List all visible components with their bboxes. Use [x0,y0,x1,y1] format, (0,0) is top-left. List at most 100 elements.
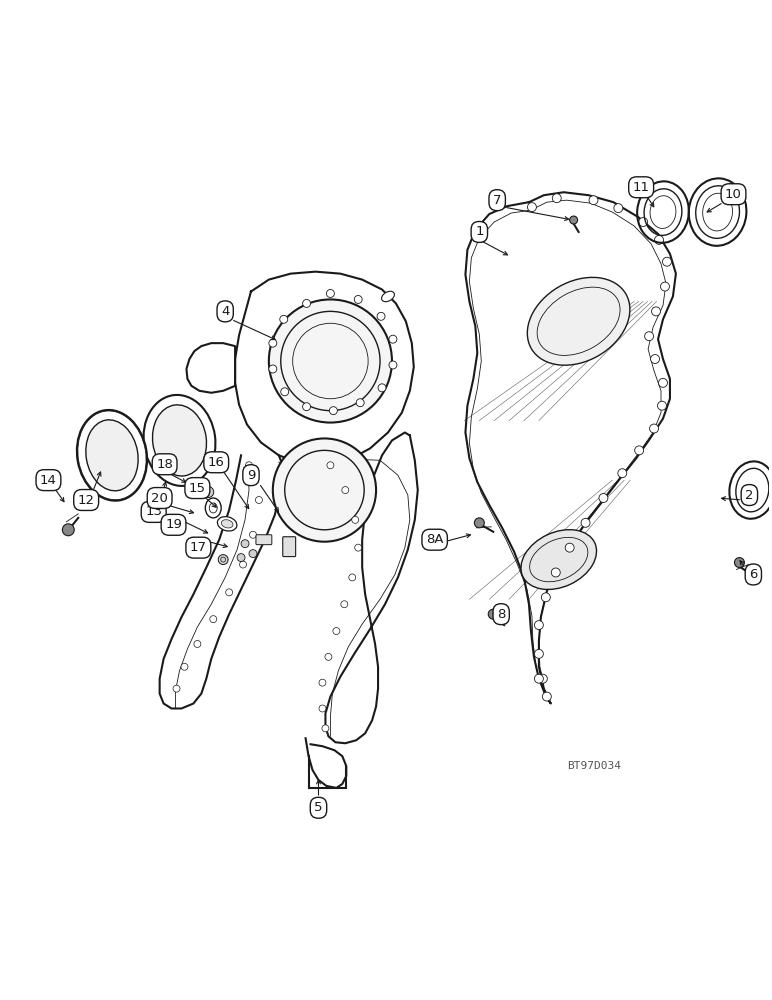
Circle shape [589,196,598,205]
Circle shape [543,692,551,701]
Circle shape [342,487,349,494]
Text: 4: 4 [221,305,229,318]
Text: 2: 2 [745,489,753,502]
Circle shape [534,649,543,658]
Circle shape [527,203,537,212]
Ellipse shape [153,405,206,476]
Circle shape [325,653,332,660]
Circle shape [599,494,608,502]
Circle shape [273,438,376,542]
Text: 16: 16 [208,456,225,469]
Circle shape [225,589,232,596]
Circle shape [659,378,668,387]
Circle shape [638,218,648,226]
Circle shape [322,725,329,732]
Circle shape [655,235,663,244]
Circle shape [488,609,498,619]
Polygon shape [326,432,418,743]
Ellipse shape [521,530,597,589]
Circle shape [327,290,334,297]
Text: 11: 11 [632,181,650,194]
Circle shape [340,601,347,608]
Circle shape [662,257,672,266]
Text: 6: 6 [749,568,757,581]
Circle shape [734,558,744,568]
Ellipse shape [144,395,215,486]
Circle shape [356,399,364,407]
Ellipse shape [218,517,237,531]
Circle shape [352,516,359,523]
Text: 15: 15 [189,482,206,495]
Text: 13: 13 [145,505,162,518]
Circle shape [534,674,543,683]
Circle shape [652,307,661,316]
Circle shape [319,705,326,712]
Polygon shape [466,192,676,704]
Circle shape [256,497,262,503]
Circle shape [327,462,334,469]
Ellipse shape [527,277,630,365]
Circle shape [194,640,201,647]
Circle shape [389,361,397,369]
Circle shape [581,518,590,527]
Circle shape [354,295,362,303]
Circle shape [534,621,543,630]
Text: 9: 9 [247,469,256,482]
Circle shape [661,282,669,291]
Circle shape [203,487,214,498]
Circle shape [269,365,277,373]
Circle shape [570,216,577,224]
Circle shape [333,628,340,635]
Circle shape [552,194,561,203]
Text: 10: 10 [725,188,742,201]
Circle shape [249,531,256,538]
Circle shape [218,555,229,565]
Circle shape [538,674,547,683]
Circle shape [551,568,560,577]
Polygon shape [160,455,283,708]
Circle shape [658,401,666,410]
Text: 7: 7 [493,194,502,207]
Circle shape [210,616,217,623]
Circle shape [249,550,257,558]
Text: 1: 1 [475,225,483,238]
Circle shape [645,332,654,341]
Text: 20: 20 [151,492,168,505]
Circle shape [281,388,289,396]
Circle shape [173,685,180,692]
Text: 12: 12 [78,493,95,506]
Circle shape [237,554,245,562]
Circle shape [614,204,623,213]
Circle shape [389,335,397,343]
Circle shape [269,339,277,347]
Text: 14: 14 [40,474,57,487]
Circle shape [241,540,249,548]
Circle shape [377,312,385,320]
Text: 17: 17 [190,541,207,554]
Ellipse shape [77,410,147,501]
Circle shape [474,518,484,528]
Circle shape [319,679,326,686]
Circle shape [349,574,356,581]
Circle shape [279,315,288,323]
Text: 19: 19 [165,518,182,531]
Polygon shape [235,272,414,465]
Circle shape [181,663,188,670]
Text: 5: 5 [314,801,323,814]
Ellipse shape [222,520,233,528]
Circle shape [565,543,574,552]
Ellipse shape [86,420,138,491]
Polygon shape [187,343,235,393]
Circle shape [245,462,252,469]
Circle shape [269,299,392,423]
Circle shape [378,384,386,392]
Circle shape [239,561,246,568]
Text: 8: 8 [497,608,506,621]
FancyBboxPatch shape [283,537,296,557]
Circle shape [63,524,74,536]
Circle shape [303,299,310,307]
FancyBboxPatch shape [256,535,272,545]
Circle shape [354,544,361,551]
Circle shape [330,407,337,415]
Text: BT97D034: BT97D034 [567,761,621,771]
